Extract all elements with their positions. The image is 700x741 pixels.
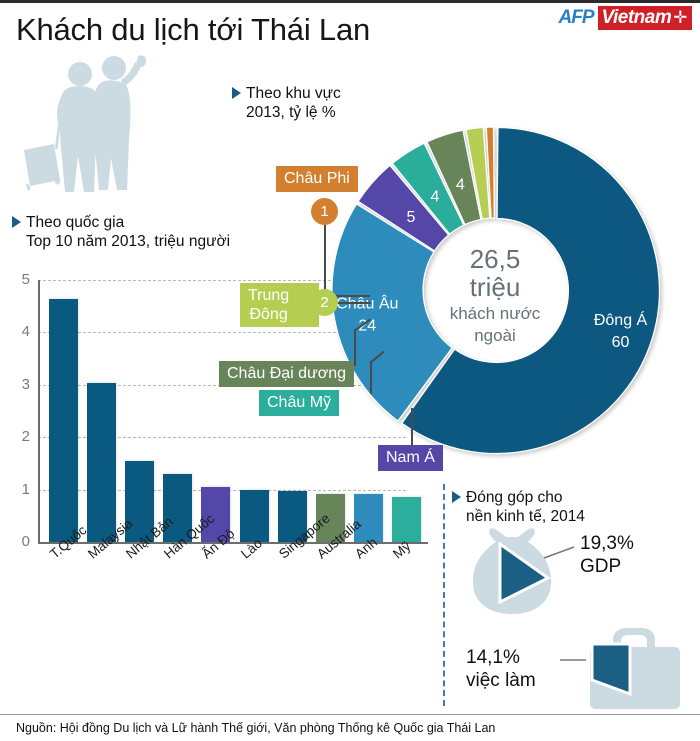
gdp-stat: 19,3% GDP: [580, 532, 634, 578]
callout-chau-dai-duong-label: Châu Đại dương: [227, 365, 347, 382]
section-heading-country: Theo quốc gia Top 10 năm 2013, triệu ngư…: [12, 213, 230, 251]
callout-chau-dai-duong[interactable]: Châu Đại dương: [219, 361, 355, 387]
callout-chau-phi[interactable]: Châu Phi: [276, 166, 358, 192]
jobs-wedge-icon: [590, 642, 632, 697]
donut-label-Đông Á: Đông Á: [594, 310, 648, 329]
y-axis-tick-0: 0: [21, 533, 30, 550]
vertical-divider: [443, 484, 445, 706]
economy-section: 19,3% GDP 14,1% việc làm: [452, 520, 697, 710]
afp-vietnam-logo: AFP Vietnam ✛: [554, 6, 692, 30]
donut-chart: Đông Á 60 Châu Âu 24 5 4 4 26,5 triệu khách nước n…: [325, 115, 675, 465]
bar-7[interactable]: [315, 494, 345, 542]
leader-line-chau-dai-duong-v: [354, 330, 356, 366]
vietnam-logo-text: Vietnam ✛: [597, 6, 692, 30]
region-heading-line2: 2013, tỷ lệ %: [246, 104, 336, 121]
donut-slice-0[interactable]: [401, 126, 661, 454]
donut-center-unit: triệu: [470, 272, 521, 302]
bar-1[interactable]: [86, 382, 116, 542]
afp-logo-text: AFP: [554, 6, 598, 30]
vietnam-label: Vietnam: [601, 7, 672, 28]
donut-center-value: 26,5: [470, 244, 521, 274]
section-heading-economy: Đóng góp cho nền kinh tế, 2014: [452, 488, 585, 526]
donut-label-60: 60: [612, 334, 630, 351]
donut-label-24: 24: [358, 317, 376, 334]
callout-badge-trung-dong[interactable]: 2: [311, 289, 338, 316]
jobs-label: việc làm: [466, 670, 536, 691]
triangle-bullet-icon: [232, 87, 241, 99]
country-heading-line2: Top 10 năm 2013, triệu người: [26, 233, 231, 250]
leader-line-chau-phi-v: [324, 200, 326, 296]
jobs-stat: 14,1% việc làm: [466, 646, 536, 692]
bar-9[interactable]: [392, 497, 422, 542]
donut-slice-5[interactable]: [465, 126, 491, 220]
callout-trung-dong-line1: Trung: [248, 287, 290, 304]
donut-label-4: 4: [456, 176, 465, 193]
footer-rule: [0, 714, 700, 715]
bar-8[interactable]: [354, 494, 384, 542]
bar-0[interactable]: [48, 299, 78, 542]
leader-line-trung-dong: [337, 302, 371, 304]
donut-slice-4[interactable]: [426, 129, 482, 226]
economy-heading-line1: Đóng góp cho: [466, 489, 563, 506]
leader-line-chau-phi-h: [324, 295, 370, 297]
cross-icon: ✛: [673, 8, 687, 27]
x-axis-line: [38, 542, 428, 544]
y-axis-tick-1: 1: [21, 480, 30, 498]
gdp-wedge-icon: [498, 541, 551, 605]
callout-nam-a-label: Nam Á: [386, 449, 435, 466]
y-axis-tick-5: 5: [21, 271, 30, 288]
donut-slice-2[interactable]: [357, 164, 450, 252]
callout-chau-phi-label: Châu Phi: [284, 170, 350, 187]
page-title: Khách du lịch tới Thái Lan: [16, 12, 371, 47]
gridline-5: [38, 280, 406, 281]
callout-chau-my[interactable]: Châu Mỹ: [259, 390, 340, 416]
top-rule: [0, 0, 700, 3]
leader-line-nam-a: [411, 408, 413, 446]
bar-2[interactable]: [124, 461, 154, 542]
callout-nam-a[interactable]: Nam Á: [378, 445, 443, 471]
leader-line-chau-my-v: [370, 362, 372, 394]
donut-slice-6[interactable]: [485, 126, 495, 219]
y-axis-line: [38, 280, 40, 542]
callout-badge-chau-phi-text: 1: [320, 203, 329, 220]
region-heading-line1: Theo khu vực: [246, 85, 341, 102]
section-heading-region: Theo khu vực 2013, tỷ lệ %: [232, 84, 341, 122]
bar-5[interactable]: [239, 490, 269, 542]
triangle-bullet-icon: [452, 491, 461, 503]
donut-label-5: 5: [407, 209, 416, 226]
callout-trung-dong[interactable]: Trung Đông: [240, 283, 320, 327]
y-axis-tick-4: 4: [21, 323, 30, 341]
jobs-value: 14,1%: [466, 647, 520, 668]
travellers-illustration: [24, 55, 147, 192]
donut-slice-3[interactable]: [391, 142, 465, 235]
economy-heading-line2: nền kinh tế, 2014: [466, 508, 585, 525]
country-heading-line1: Theo quốc gia: [26, 214, 125, 231]
callout-chau-my-label: Châu Mỹ: [267, 394, 332, 411]
gridline-2: [38, 437, 406, 439]
gridline-4: [38, 332, 406, 334]
gdp-value: 19,3%: [580, 533, 634, 554]
donut-label-4: 4: [431, 188, 440, 205]
callout-badge-chau-phi[interactable]: 1: [311, 198, 338, 225]
y-axis-tick-2: 2: [21, 428, 30, 446]
callout-badge-trung-dong-text: 2: [320, 294, 329, 311]
economy-icons: [472, 528, 680, 709]
donut-center-line4: ngoài: [474, 326, 516, 345]
y-axis-tick-3: 3: [21, 375, 30, 393]
callout-trung-dong-line2: Đông: [249, 306, 288, 323]
triangle-bullet-icon: [12, 216, 21, 228]
bar-6[interactable]: [277, 491, 307, 542]
bar-4[interactable]: [201, 486, 231, 542]
donut-center-line3: khách nước: [450, 304, 541, 323]
gdp-leader-line: [543, 546, 575, 559]
bar-3[interactable]: [163, 474, 193, 542]
source-note: Nguồn: Hội đồng Du lịch và Lữ hành Thế g…: [16, 721, 496, 735]
gdp-label: GDP: [580, 556, 622, 577]
